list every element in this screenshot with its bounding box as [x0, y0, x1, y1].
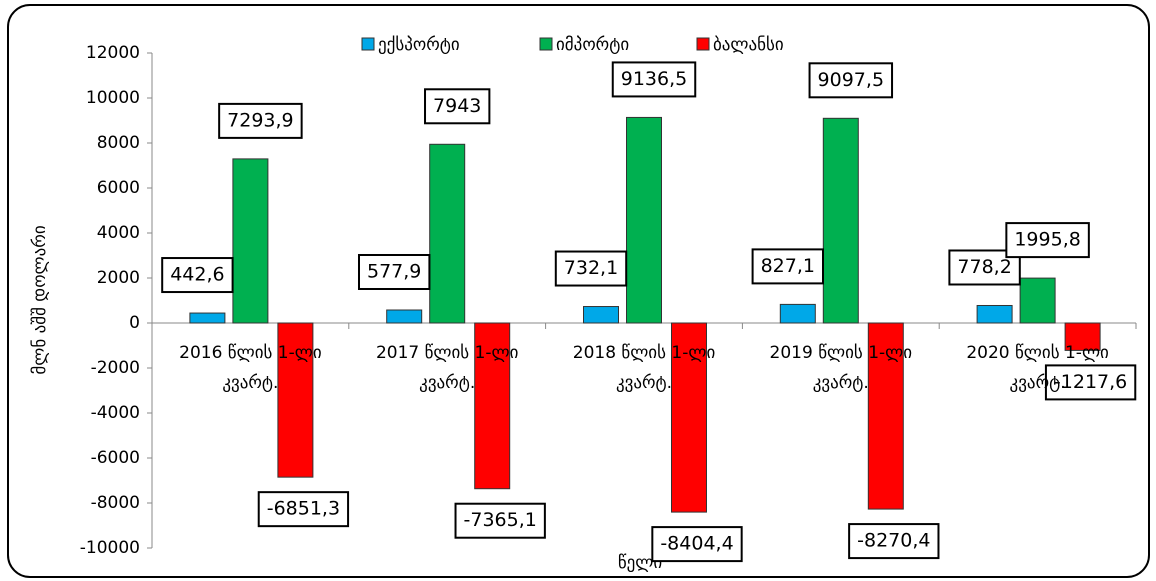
y-tick-label: 8000 — [97, 133, 140, 153]
y-tick-label: 6000 — [97, 178, 140, 198]
data-label: 7293,9 — [227, 109, 293, 131]
data-label-box — [454, 502, 546, 539]
y-tick-label: -6000 — [91, 448, 140, 468]
data-label: -8404,4 — [660, 533, 733, 555]
y-tick-label: -10000 — [80, 538, 140, 558]
bar — [1064, 322, 1101, 351]
x-tick-label: 2018 წლის 1-ლი კვარტ. — [572, 343, 716, 393]
data-label: 1995,8 — [1014, 229, 1080, 251]
y-tick-label: -2000 — [91, 358, 140, 378]
data-label: 9136,5 — [621, 68, 687, 90]
legend-swatch — [361, 37, 375, 51]
y-tick-label: -4000 — [91, 403, 140, 423]
bar — [232, 158, 269, 324]
y-axis-title: მლნ აშშ დოლარი — [30, 225, 50, 374]
data-label: -8270,4 — [857, 530, 930, 552]
x-tick-label: 2017 წლის 1-ლი კვარტ. — [375, 343, 519, 393]
data-label: -7365,1 — [464, 509, 537, 531]
bar — [822, 117, 859, 324]
x-tick-label: 2019 წლის 1-ლი კვარტ. — [769, 343, 913, 393]
bar — [1019, 277, 1056, 324]
data-label-box — [357, 253, 431, 290]
data-label-box — [1044, 364, 1137, 401]
bar — [976, 304, 1013, 324]
data-label-box — [161, 257, 234, 294]
data-label: 827,1 — [761, 255, 815, 277]
legend-label: ექსპორტი — [378, 35, 460, 55]
legend-swatch — [539, 37, 553, 51]
data-label-box — [808, 62, 894, 99]
data-label-box — [424, 88, 491, 125]
y-tick-label: 2000 — [97, 268, 140, 288]
x-tick-label: 2016 წლის 1-ლი კვარტ. — [179, 343, 322, 393]
data-label: -6851,3 — [267, 498, 340, 520]
data-label-box — [848, 523, 940, 560]
legend-swatch — [696, 37, 710, 51]
data-label-box — [751, 248, 825, 285]
y-tick-label: 12000 — [86, 43, 140, 63]
data-label: 577,9 — [367, 260, 421, 282]
data-label: 9097,5 — [818, 69, 884, 91]
bar — [277, 322, 314, 478]
bar — [779, 303, 816, 324]
y-tick-label: 4000 — [97, 223, 140, 243]
data-label-box — [651, 526, 743, 563]
bar — [671, 322, 707, 513]
legend-label: ბალანსი — [713, 35, 784, 55]
data-label-box — [554, 250, 628, 287]
data-label-box — [218, 102, 303, 139]
legend-label: იმპორტი — [556, 35, 629, 55]
data-label-box — [611, 61, 697, 98]
bar — [189, 312, 226, 324]
y-tick-label: 10000 — [86, 88, 140, 108]
bar — [474, 322, 511, 490]
x-axis-title: წელი — [618, 553, 662, 573]
data-label-box — [257, 491, 350, 528]
data-label-box — [1005, 222, 1090, 259]
data-label: -1217,6 — [1054, 371, 1127, 393]
y-tick-label: -8000 — [91, 493, 140, 513]
bar — [867, 322, 904, 510]
data-label: 732,1 — [564, 257, 618, 279]
y-tick-label: 0 — [129, 313, 140, 333]
bar — [626, 116, 662, 324]
bar — [429, 143, 466, 324]
bar — [386, 309, 423, 324]
bar — [583, 306, 619, 324]
data-label: 442,6 — [170, 264, 224, 286]
data-label: 778,2 — [957, 256, 1011, 278]
data-label: 7943 — [433, 95, 481, 117]
x-tick-label: 2020 წლის 1-ლი კვარტ. — [966, 343, 1109, 393]
